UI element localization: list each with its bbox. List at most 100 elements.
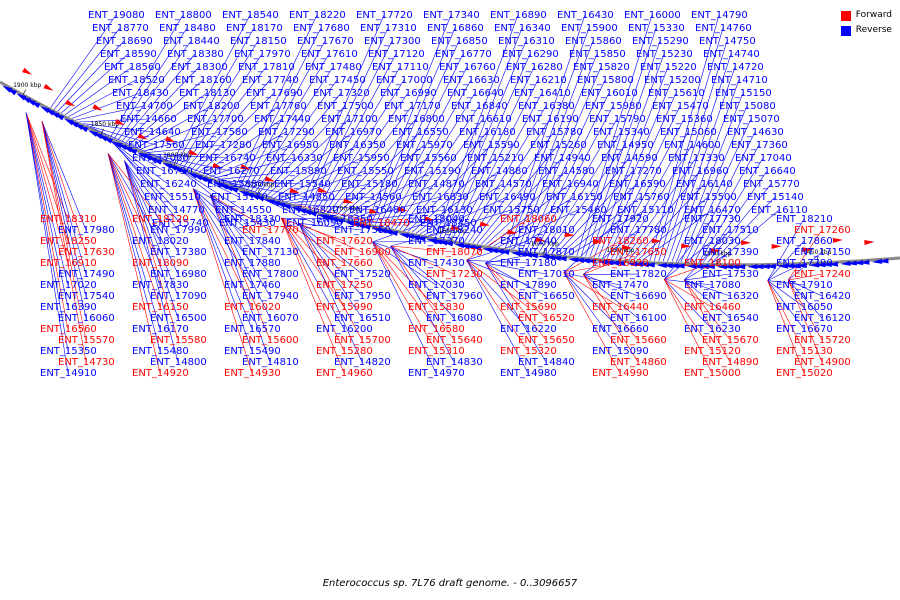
gene-arrow-forward [507,229,518,235]
gene-arrow-reverse [269,200,281,207]
label-connector [619,144,693,260]
gene-arrow-forward [621,244,632,250]
gene-label-reverse: ENT_17040 [735,153,792,164]
gene-label-reverse: ENT_15470 [652,101,709,112]
gene-arrow-reverse [355,223,366,229]
gene-arrow-forward [343,198,354,204]
gene-label-reverse: ENT_17610 [301,49,358,60]
gene-arrow-forward [264,176,275,182]
gene-label-forward: ENT_15570 [58,335,115,346]
gene-label-reverse: ENT_17170 [384,101,441,112]
gene-label-reverse: ENT_17820 [610,269,667,280]
gene-arrow-reverse [759,263,770,269]
gene-label-reverse: ENT_14630 [727,127,784,138]
gene-label-reverse: ENT_17970 [234,49,291,60]
gene-label-reverse: ENT_16500 [150,313,207,324]
gene-label-reverse: ENT_14720 [707,62,764,73]
label-connector [289,196,374,204]
label-connector [280,218,345,374]
label-connector [364,221,449,224]
gene-label-reverse: ENT_17370 [408,236,465,247]
gene-label-reverse: ENT_18450 [420,218,477,229]
label-connector [75,105,145,121]
label-connector [298,223,363,253]
label-connector [300,14,385,206]
label-connector [419,183,504,235]
label-connector [192,188,253,286]
gene-label-reverse: ENT_15360 [656,114,713,125]
gene-arrow-reverse [112,141,123,149]
label-connector [367,14,452,223]
gene-arrow-reverse [409,235,421,241]
gene-arrow-reverse [44,108,55,116]
label-connector [563,272,621,308]
label-connector [25,112,69,330]
gene-label-reverse: ENT_16080 [426,313,483,324]
label-connector [25,112,69,264]
gene-label-forward: ENT_18470 [353,218,410,229]
gene-arrow-reverse [471,245,482,251]
label-connector [466,259,529,330]
label-connector [192,188,253,374]
gene-label-reverse: ENT_17140 [500,236,557,247]
gene-label-reverse: ENT_17130 [242,247,299,258]
gene-label-reverse: ENT_15950 [333,153,390,164]
gene-label-forward: ENT_16020 [224,302,281,313]
gene-label-reverse: ENT_15330 [628,23,685,34]
scale-tick-label: 1500 kbp [703,251,731,258]
gene-label-reverse: ENT_18560 [104,62,161,73]
gene-label-reverse: ENT_17490 [58,269,115,280]
gene-arrow-reverse [482,247,493,253]
gene-label-reverse: ENT_17340 [423,10,480,21]
gene-arrow-reverse [172,166,183,173]
gene-label-reverse: ENT_17840 [224,236,281,247]
gene-label-reverse: ENT_18130 [179,88,236,99]
label-connector [154,155,232,172]
label-connector [543,131,622,253]
gene-arrow-forward [212,162,223,169]
gene-label-reverse: ENT_16190 [522,114,579,125]
gene-label-forward: ENT_16580 [408,324,465,335]
label-connector [464,105,547,242]
gene-label-forward: ENT_15720 [794,335,851,346]
gene-label-reverse: ENT_18160 [175,75,232,86]
gene-label-forward: ENT_18260 [592,236,649,247]
gene-arrow-reverse [142,154,153,161]
legend-item-reverse: Reverse [840,23,892,38]
label-connector [280,218,345,352]
gene-arrow-reverse [437,240,448,246]
gene-label-reverse: ENT_17960 [426,291,483,302]
label-connector [86,125,157,146]
label-connector [767,280,805,352]
label-connector [324,92,409,213]
gene-label-reverse: ENT_16490 [479,192,536,203]
gene-label-reverse: ENT_14550 [215,205,272,216]
gene-label-reverse: ENT_16960 [672,166,729,177]
label-connector [128,79,204,146]
gene-arrow-reverse [317,214,328,220]
gene-label-reverse: ENT_15970 [396,140,453,151]
gene-label-forward: ENT_14990 [592,368,649,379]
gene-arrow-reverse [603,260,614,266]
gene-arrow-reverse [228,187,239,193]
gene-arrow-reverse [686,263,697,269]
label-connector [372,241,437,286]
label-connector [151,153,228,159]
label-connector [124,160,179,341]
gene-arrow-reverse [735,264,746,270]
gene-label-reverse: ENT_16060 [58,313,115,324]
gene-label-reverse: ENT_16670 [776,324,833,335]
gene-label-reverse: ENT_16980 [150,269,207,280]
gene-label-reverse: ENT_18220 [289,10,346,21]
gene-label-forward: ENT_15650 [518,335,575,346]
label-connector [304,27,389,208]
gene-label-reverse: ENT_16590 [609,179,666,190]
gene-label-forward: ENT_14960 [316,368,373,379]
gene-arrow-reverse [626,261,638,267]
gene-arrow-reverse [545,255,556,261]
scale-tick [173,159,177,166]
backbone-arc [0,80,900,267]
gene-label-reverse: ENT_15350 [40,346,97,357]
label-connector [107,153,161,286]
label-connector [217,170,299,180]
